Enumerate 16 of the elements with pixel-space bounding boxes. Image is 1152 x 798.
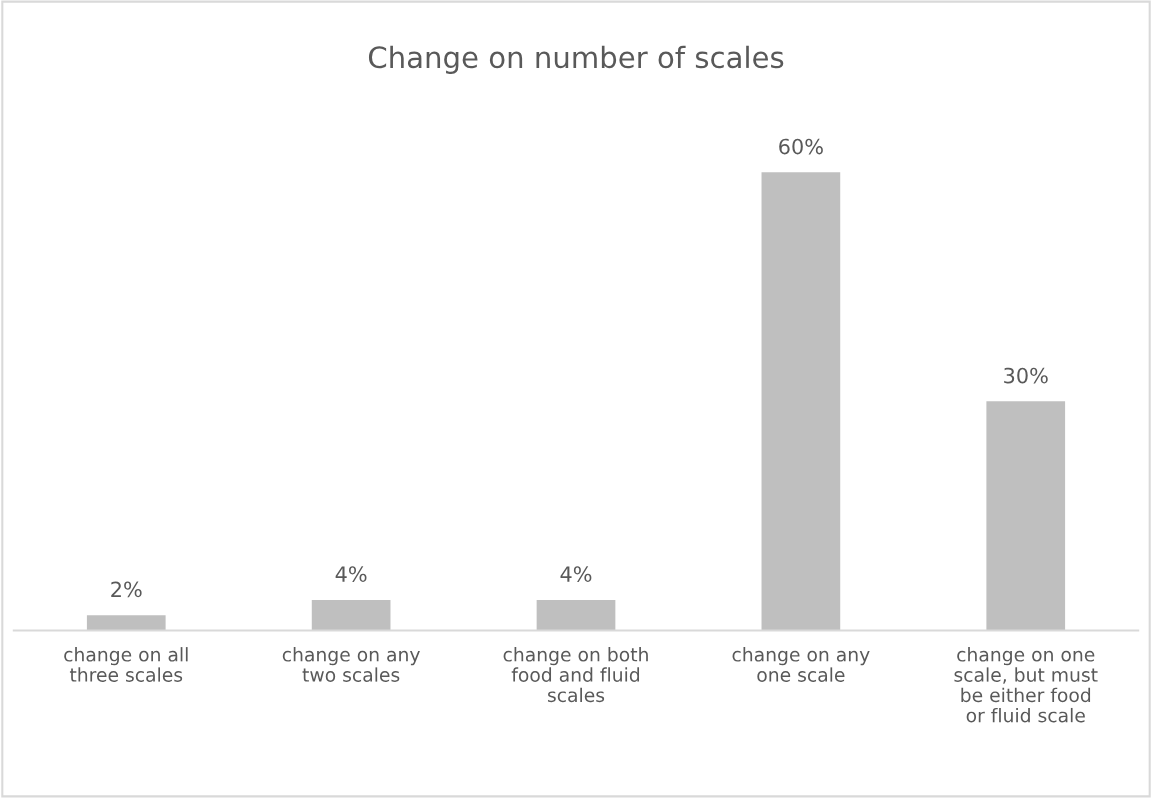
bar: [311, 599, 391, 631]
chart-title: Change on number of scales: [368, 45, 784, 74]
x-tick-label: change on both food and fluid scales: [503, 647, 648, 703]
data-label: 60%: [779, 138, 823, 155]
x-tick-label: change on any one scale: [732, 647, 870, 682]
bar: [761, 172, 841, 631]
data-label: 4%: [335, 566, 367, 582]
bar: [86, 615, 166, 631]
bar: [986, 401, 1066, 631]
x-tick-label: change on all three scales: [64, 647, 188, 682]
x-tick-label: change on one scale, but must be either food or fluid scale: [954, 647, 1098, 723]
x-tick-label: change on any two scales: [282, 647, 420, 682]
data-label: 30%: [1004, 367, 1048, 384]
data-label: 2%: [111, 581, 142, 598]
bar: [536, 599, 616, 631]
data-label: 4%: [560, 566, 592, 582]
